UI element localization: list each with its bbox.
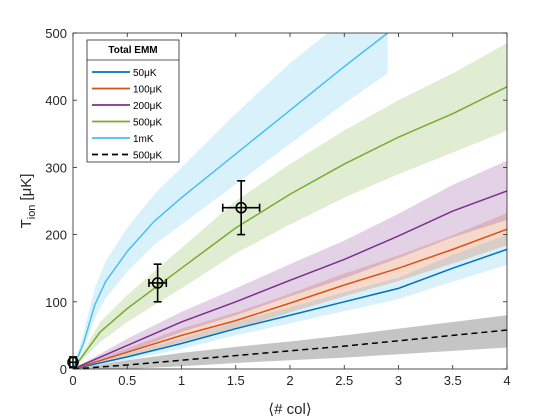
x-tick-label-4: 2 — [286, 373, 293, 388]
series-lines — [73, 33, 507, 369]
marker-1 — [151, 277, 164, 289]
y-axis-ticks: 0 100 200 300 400 500 — [45, 26, 507, 377]
x-tick-label-5: 2.5 — [335, 373, 353, 388]
x-axis-label: ⟨# col⟩ — [268, 401, 311, 418]
y-tick-label-0: 0 — [60, 362, 67, 377]
y-tick-label-1: 100 — [45, 295, 67, 310]
x-tick-label-2: 1 — [178, 373, 185, 388]
line-series-2 — [73, 190, 507, 369]
legend-label-0: 50μK — [133, 68, 157, 79]
y-tick-label-2: 200 — [45, 228, 67, 243]
x-tick-label-7: 3.5 — [444, 373, 462, 388]
band-series-5 — [73, 315, 507, 369]
legend-label-1: 100μK — [133, 85, 162, 96]
data-point-1 — [148, 263, 168, 303]
legend-label-5: 500μK — [133, 151, 162, 162]
legend-entry-3: 500μK — [92, 118, 162, 129]
y-axis-label-main: T — [18, 219, 35, 228]
line-series-5 — [73, 329, 507, 369]
y-tick-label-3: 300 — [45, 160, 67, 175]
legend-entry-5: 500μK — [92, 151, 162, 162]
legend-entries: 50μK 100μK 200μK 500μK 1mK 500μK — [92, 68, 162, 162]
legend: Total EMM 50μK 100μK 200μK 500μK 1mK 500μK — [86, 39, 180, 163]
legend-entry-4: 1mK — [92, 134, 154, 145]
x-axis-ticks: 0 0.5 1 1.5 2 2.5 3 3.5 4 — [69, 33, 511, 388]
legend-entry-0: 50μK — [92, 68, 157, 79]
line-series-1 — [73, 228, 507, 369]
x-tick-label-1: 0.5 — [118, 373, 136, 388]
legend-label-4: 1mK — [133, 134, 154, 145]
data-point-2 — [221, 180, 261, 236]
line-series-0 — [73, 248, 507, 369]
x-tick-label-0: 0 — [69, 373, 76, 388]
legend-title: Total EMM — [108, 45, 157, 56]
y-axis-label-unit: [μK] — [18, 174, 35, 201]
legend-entry-2: 200μK — [92, 101, 162, 112]
line-series-3 — [73, 86, 507, 369]
y-axis-label: Tion [μK] — [18, 174, 38, 229]
legend-label-2: 200μK — [133, 101, 162, 112]
legend-label-3: 500μK — [133, 118, 162, 129]
line-series-4 — [73, 33, 389, 369]
band-series-1 — [73, 213, 507, 369]
y-tick-label-5: 500 — [45, 26, 67, 41]
y-axis-label-subscript: ion — [26, 205, 38, 220]
confidence-bands — [73, 33, 507, 369]
band-series-3 — [73, 43, 507, 369]
band-series-2 — [73, 160, 507, 369]
legend-entry-1: 100μK — [92, 85, 162, 96]
y-tick-label-4: 400 — [45, 93, 67, 108]
x-tick-label-8: 4 — [503, 373, 510, 388]
band-series-4 — [73, 33, 388, 369]
x-tick-label-6: 3 — [395, 373, 402, 388]
marker-2 — [235, 201, 247, 214]
x-tick-label-3: 1.5 — [227, 373, 245, 388]
